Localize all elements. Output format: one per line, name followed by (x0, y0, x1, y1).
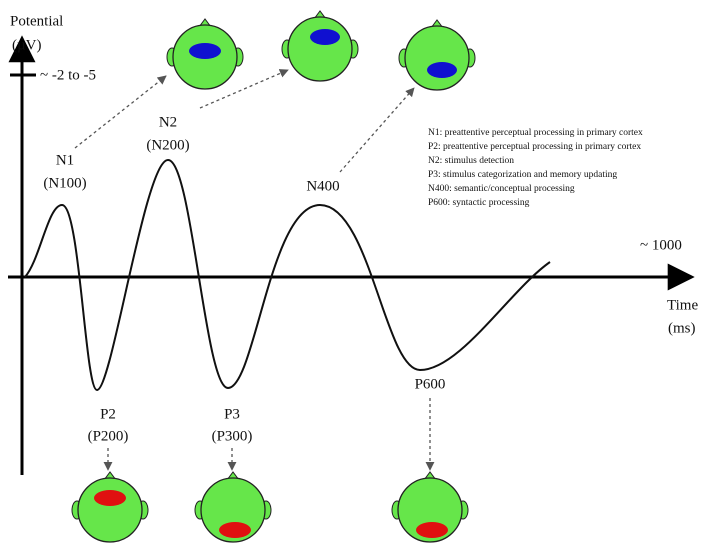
legend-entry: N1: preattentive perceptual processing i… (428, 128, 643, 138)
y-range: ~ -2 to -5 (40, 67, 96, 83)
legend-entry: P2: preattentive perceptual processing i… (428, 142, 641, 152)
legend-entry: N2: stimulus detection (428, 156, 514, 166)
legend-entry: P600: syntactic processing (428, 198, 530, 208)
component-label: N400 (306, 178, 339, 194)
component-label: N2 (159, 114, 177, 130)
y-axis-label: Potential (10, 13, 63, 29)
erp-waveform (25, 160, 550, 390)
x-axis-label: Time (667, 297, 698, 313)
head-map (72, 472, 148, 542)
arrow (340, 88, 414, 172)
component-alt: (P300) (212, 428, 253, 444)
component-label: P600 (415, 376, 446, 392)
legend-entry: P3: stimulus categorization and memory u… (428, 170, 617, 180)
y-axis-unit: (µV) (12, 37, 41, 53)
head-map (399, 20, 475, 90)
component-alt: (N200) (146, 137, 189, 153)
x-range: ~ 1000 (640, 237, 682, 253)
legend-entry: N400: semantic/conceptual processing (428, 184, 575, 194)
head-map (282, 11, 358, 81)
head-map (167, 19, 243, 89)
component-label: N1 (56, 152, 74, 168)
component-alt: (P200) (88, 428, 129, 444)
x-axis-unit: (ms) (668, 320, 696, 336)
component-label: P2 (100, 406, 116, 422)
component-label: P3 (224, 406, 240, 422)
head-map (195, 472, 271, 542)
erp-diagram: Potential (µV) ~ -2 to -5 ~ 1000 Time (m… (0, 0, 708, 545)
head-map (392, 472, 468, 542)
component-alt: (N100) (43, 175, 86, 191)
